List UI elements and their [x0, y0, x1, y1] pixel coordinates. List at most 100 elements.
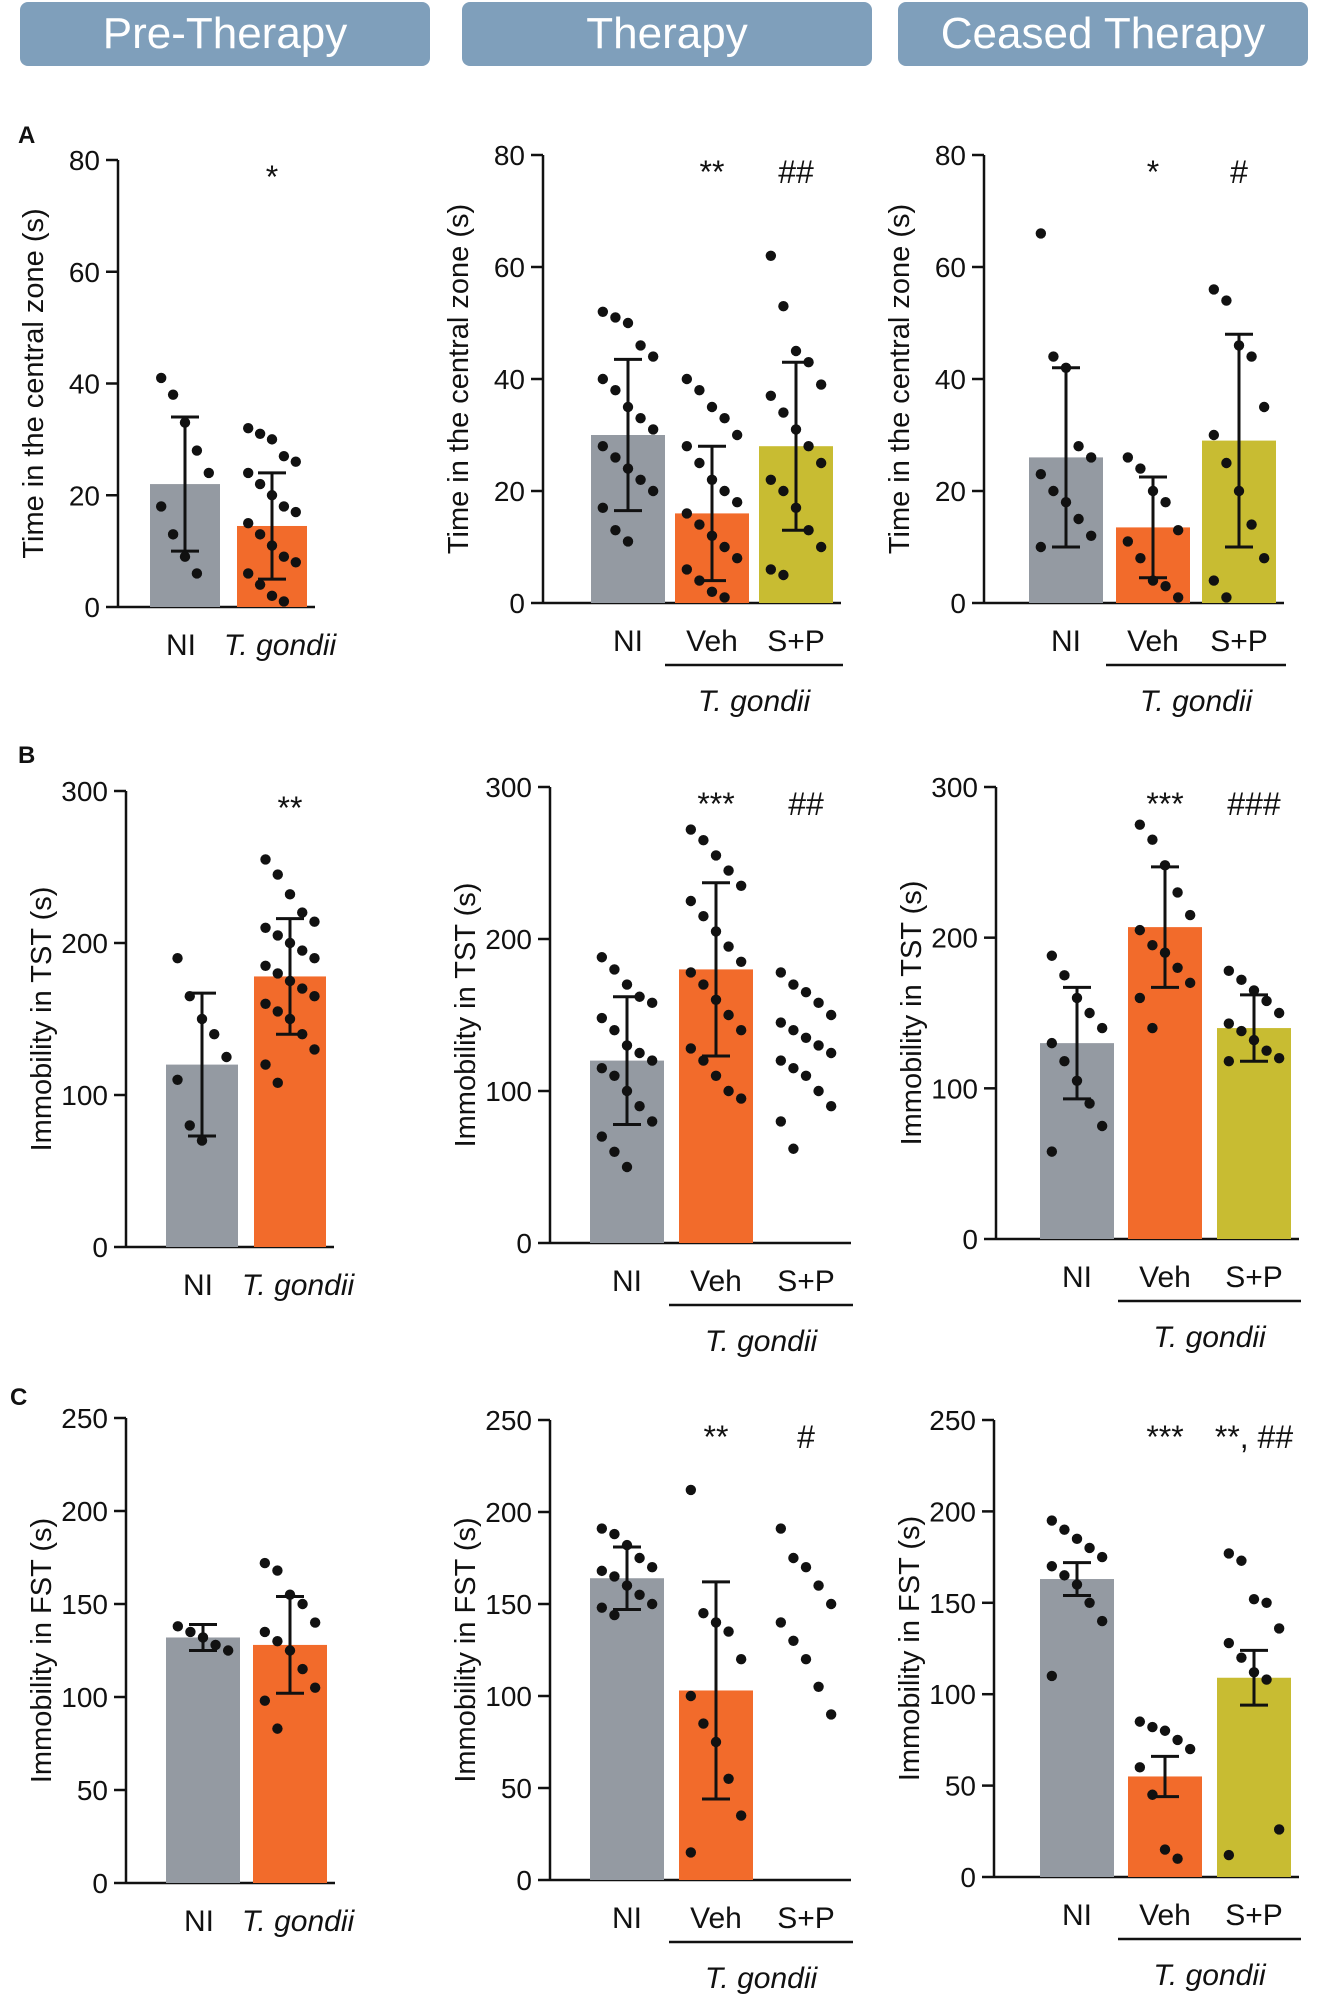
b-pre-data-point — [309, 1044, 320, 1055]
a-therapy-data-point — [694, 519, 705, 530]
c-ceased-y-axis-label: Immobility in FST (s) — [894, 1516, 926, 1781]
a-ceased-data-point — [1172, 592, 1184, 603]
c-ceased-data-point — [1159, 1725, 1171, 1736]
c-therapy-data-point — [813, 1681, 824, 1693]
b-pre-data-point — [260, 854, 271, 865]
a-therapy-data-point — [681, 441, 693, 452]
b-ceased-data-point — [1046, 1037, 1058, 1049]
b-therapy-data-point — [723, 1009, 734, 1021]
a-ceased-data-point — [1147, 485, 1159, 497]
a-therapy-data-point — [635, 340, 646, 351]
a-therapy-data-point — [719, 592, 730, 603]
c-ceased-data-point — [1046, 1515, 1058, 1526]
b-therapy-data-point — [723, 1085, 734, 1097]
b-therapy-data-point — [825, 1009, 837, 1021]
a-pre-data-point — [191, 568, 203, 579]
a-ceased-data-point — [1147, 575, 1159, 586]
c-therapy-data-point — [609, 1528, 620, 1540]
b-pre-data-point — [272, 968, 283, 979]
a-pre-data-point — [179, 551, 191, 562]
a-pre-data-point — [254, 579, 266, 590]
b-ceased-data-point — [1261, 995, 1272, 1007]
c-therapy-category-label-1: Veh — [690, 1902, 742, 1935]
a-pre-y-axis-label: Time in the central zone (s) — [18, 208, 50, 558]
a-pre-y-tick-label: 60 — [69, 257, 100, 288]
a-therapy-y-tick-label: 0 — [509, 588, 525, 619]
b-therapy-data-point — [825, 1047, 837, 1059]
b-pre-y-axis-label: Immobility in TST (s) — [26, 887, 58, 1152]
a-pre-y-tick-label: 80 — [69, 145, 100, 176]
a-therapy-data-point — [706, 474, 718, 485]
b-pre-data-point — [284, 937, 296, 949]
a-ceased-data-point — [1073, 513, 1084, 525]
a-pre-data-point — [203, 467, 214, 479]
c-pre-data-point — [297, 1598, 308, 1610]
a-pre-y-tick-label: 40 — [69, 369, 100, 400]
a-ceased-data-point — [1160, 581, 1171, 592]
b-pre-data-point — [260, 998, 271, 1009]
a-ceased-y-tick-label: 0 — [950, 588, 966, 619]
b-therapy-data-point — [685, 824, 697, 835]
c-therapy-data-point — [723, 1626, 734, 1637]
b-therapy-data-point — [723, 865, 734, 876]
b-therapy-data-point — [775, 967, 787, 978]
c-ceased-data-point — [1084, 1542, 1095, 1554]
c-ceased-data-point — [1071, 1533, 1083, 1545]
c-therapy-data-point — [609, 1571, 620, 1582]
a-ceased-category-label-1: Veh — [1127, 625, 1179, 658]
a-therapy-data-point — [719, 541, 730, 553]
c-therapy-data-point — [685, 1847, 697, 1858]
c-therapy-y-tick-label: 200 — [485, 1497, 532, 1528]
a-pre-data-point — [167, 529, 179, 540]
b-ceased-data-point — [1071, 992, 1083, 1004]
a-therapy-category-label-0: NI — [613, 625, 643, 658]
b-ceased-data-point — [1096, 1022, 1108, 1034]
a-pre-category-label-0: NI — [166, 629, 196, 662]
b-therapy-data-point — [775, 1116, 787, 1127]
a-therapy-data-point — [790, 502, 802, 513]
c-therapy-data-point — [775, 1523, 787, 1534]
a-therapy-data-point — [610, 385, 621, 396]
b-pre-data-point — [184, 991, 195, 1002]
b-ceased-y-tick-label: 100 — [931, 1073, 978, 1104]
a-therapy-data-point — [706, 586, 718, 597]
c-therapy-data-point — [825, 1709, 837, 1720]
a-pre-data-point — [243, 517, 254, 529]
a-ceased-data-point — [1135, 553, 1146, 564]
b-pre-data-point — [221, 1051, 232, 1063]
c-ceased-data-point — [1134, 1716, 1146, 1727]
b-ceased-data-point — [1084, 1007, 1095, 1019]
c-ceased-data-point — [1261, 1597, 1272, 1609]
b-pre-y-tick-label: 300 — [61, 776, 108, 807]
c-therapy-y-tick-label: 250 — [485, 1405, 532, 1436]
c-ceased-data-point — [1046, 1561, 1058, 1572]
a-ceased-category-label-2: S+P — [1210, 625, 1268, 658]
c-therapy-data-point — [621, 1580, 633, 1591]
a-therapy-data-point — [622, 401, 634, 413]
a-ceased-data-point — [1258, 401, 1270, 413]
c-pre-y-tick-label: 200 — [61, 1496, 108, 1527]
b-therapy-data-point — [710, 926, 722, 937]
c-ceased-category-label-0: NI — [1062, 1899, 1092, 1932]
b-ceased-data-point — [1223, 965, 1235, 977]
c-therapy-data-point — [646, 1562, 658, 1573]
b-therapy-data-point — [634, 991, 645, 1002]
c-pre-y-tick-label: 0 — [92, 1868, 108, 1899]
a-therapy-data-point — [815, 541, 827, 553]
c-ceased-data-point — [1223, 1637, 1235, 1649]
b-therapy-significance-1: ## — [788, 786, 824, 822]
c-therapy-data-point — [788, 1552, 799, 1564]
c-therapy-data-point — [710, 1617, 722, 1628]
b-therapy-y-tick-label: 100 — [485, 1076, 532, 1107]
c-pre-category-label-1: T. gondii — [242, 1905, 356, 1938]
a-ceased-data-point — [1233, 340, 1245, 351]
c-therapy-y-tick-label: 50 — [501, 1773, 532, 1804]
c-ceased-data-point — [1248, 1667, 1260, 1678]
c-ceased-data-point — [1046, 1670, 1058, 1682]
c-therapy-data-point — [698, 1608, 709, 1619]
a-ceased-data-point — [1233, 485, 1245, 497]
a-therapy-y-tick-label: 60 — [494, 252, 525, 283]
b-ceased-data-point — [1273, 1053, 1285, 1064]
c-therapy-data-point — [634, 1552, 645, 1564]
b-pre-data-point — [184, 1120, 195, 1131]
